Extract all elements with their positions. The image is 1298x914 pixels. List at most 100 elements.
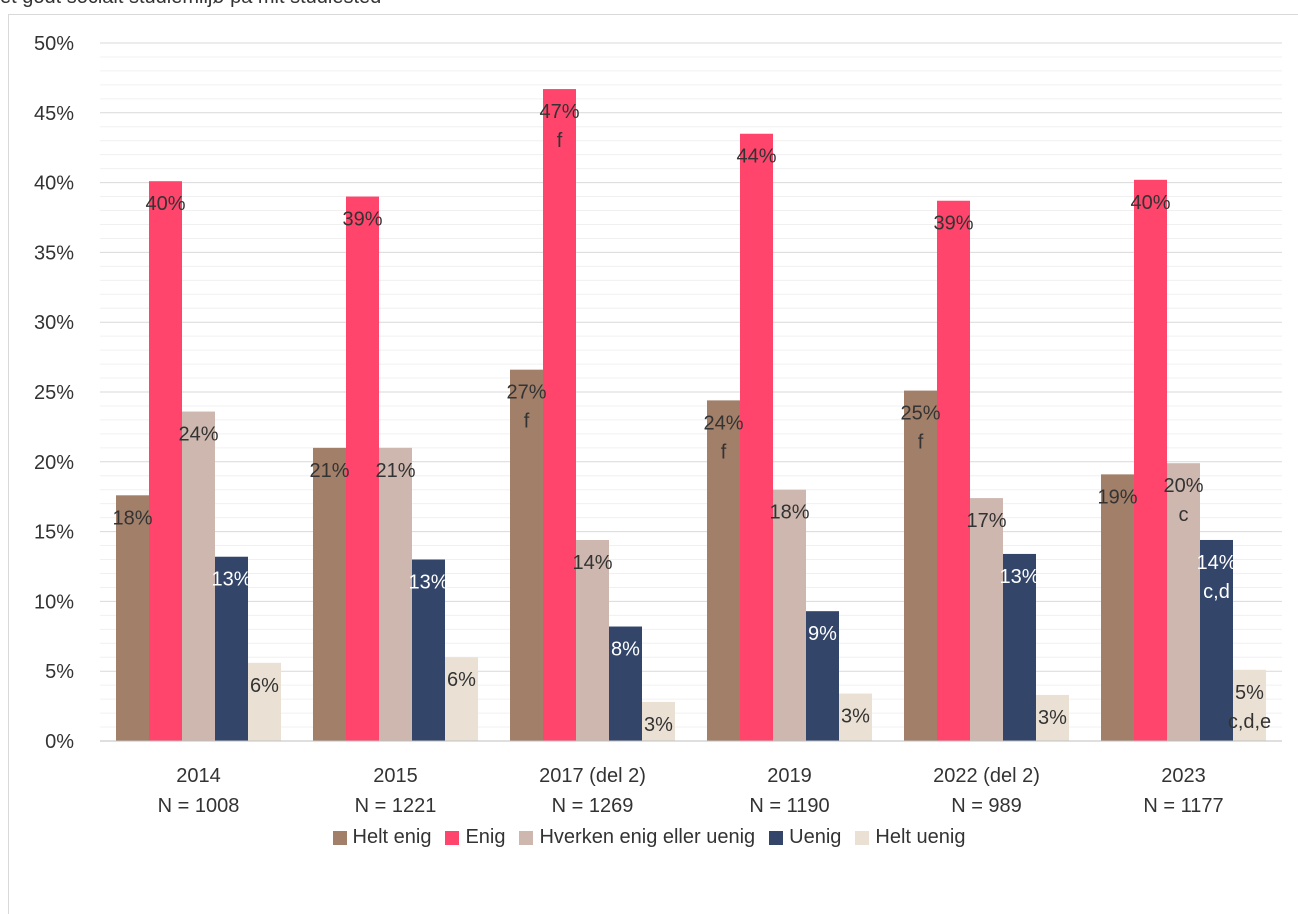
chart-frame bbox=[8, 14, 1298, 914]
bar-helt-enig bbox=[1101, 474, 1134, 741]
bar-hverken-enig-eller-uenig bbox=[1167, 463, 1200, 741]
bar-hverken-enig-eller-uenig bbox=[773, 489, 806, 741]
y-tick-label: 10% bbox=[34, 591, 74, 613]
bar-enig bbox=[937, 200, 970, 742]
x-tick-sample-size: N = 1177 bbox=[1143, 795, 1223, 817]
x-tick-label: 2015 bbox=[373, 765, 418, 787]
y-tick-label: 35% bbox=[34, 242, 74, 264]
legend-item: Helt uenig bbox=[855, 826, 965, 849]
legend-label: Helt enig bbox=[352, 826, 432, 848]
bar-uenig bbox=[215, 556, 248, 741]
bar-uenig bbox=[1003, 553, 1036, 741]
legend-swatch bbox=[855, 830, 870, 845]
data-label: 19% bbox=[1097, 486, 1137, 508]
bar-enig bbox=[149, 181, 182, 742]
data-label: 14% bbox=[572, 552, 612, 574]
legend-swatch bbox=[332, 830, 347, 845]
bar-enig bbox=[1134, 179, 1167, 742]
significance-note: c bbox=[1179, 504, 1189, 526]
y-tick-label: 20% bbox=[34, 452, 74, 474]
data-label: 47% bbox=[539, 101, 579, 123]
bar-uenig bbox=[412, 559, 445, 741]
x-tick-label: 2019 bbox=[767, 765, 812, 787]
gridlines bbox=[100, 42, 1282, 728]
x-tick-sample-size: N = 989 bbox=[951, 795, 1022, 817]
data-label: 5% bbox=[1235, 682, 1264, 704]
bar-helt-uenig bbox=[642, 701, 675, 741]
data-label: 6% bbox=[250, 675, 279, 697]
data-label: 8% bbox=[611, 639, 640, 661]
y-tick-label: 15% bbox=[34, 522, 74, 544]
bar-enig bbox=[740, 133, 773, 742]
x-tick-sample-size: N = 1190 bbox=[749, 795, 829, 817]
bar-helt-uenig bbox=[248, 662, 281, 741]
y-tick-label: 45% bbox=[34, 103, 74, 125]
data-label: 21% bbox=[309, 460, 349, 482]
legend-label: Hverken enig eller uenig bbox=[539, 826, 756, 848]
significance-note: f bbox=[557, 130, 563, 152]
data-label: 20% bbox=[1163, 475, 1203, 497]
bar-hverken-enig-eller-uenig bbox=[379, 447, 412, 741]
bar-helt-uenig bbox=[1233, 669, 1266, 741]
y-tick-label: 0% bbox=[45, 731, 74, 753]
data-label: 6% bbox=[447, 669, 476, 691]
significance-note: c,d bbox=[1203, 581, 1230, 603]
bar-uenig bbox=[806, 611, 839, 741]
x-tick-label: 2022 (del 2) bbox=[933, 765, 1040, 787]
legend-item: Enig bbox=[445, 826, 505, 849]
x-tick-label: 2023 bbox=[1161, 765, 1206, 787]
bar-uenig bbox=[609, 626, 642, 741]
legend-label: Uenig bbox=[789, 826, 842, 848]
significance-note: c,d,e bbox=[1228, 711, 1271, 733]
data-label: 13% bbox=[408, 572, 448, 594]
y-axis: 0% 5% 10% 15% 20% 25% 30% 35% 40% 45% 50% bbox=[34, 33, 74, 753]
x-tick-label: 2014 bbox=[176, 765, 221, 787]
data-label: 14% bbox=[1196, 552, 1236, 574]
y-tick-label: 5% bbox=[45, 661, 74, 683]
bar-enig bbox=[346, 196, 379, 741]
bar-helt-uenig bbox=[1036, 694, 1069, 741]
legend-item: Uenig bbox=[769, 826, 841, 849]
x-axis: 2014 N = 1008 2015 N = 1221 2017 (del 2) N = … bbox=[100, 740, 1282, 817]
y-tick-label: 40% bbox=[34, 173, 74, 195]
bar-hverken-enig-eller-uenig bbox=[970, 498, 1003, 741]
x-tick-sample-size: N = 1269 bbox=[552, 795, 634, 817]
data-label: 3% bbox=[841, 706, 870, 728]
bar-helt-enig bbox=[707, 400, 740, 741]
y-tick-label: 25% bbox=[34, 382, 74, 404]
bar-helt-enig bbox=[904, 390, 937, 741]
data-label: 17% bbox=[966, 510, 1006, 532]
bar-helt-enig bbox=[116, 495, 149, 741]
data-label: 13% bbox=[999, 566, 1039, 588]
bar-helt-enig bbox=[510, 369, 543, 741]
significance-note: f bbox=[721, 441, 727, 463]
data-label: 24% bbox=[703, 412, 743, 434]
data-label: 3% bbox=[1038, 707, 1067, 729]
data-label: 27% bbox=[506, 382, 546, 404]
bar-uenig bbox=[1200, 539, 1233, 741]
data-label: 9% bbox=[808, 623, 837, 645]
bar-helt-uenig bbox=[445, 657, 478, 741]
data-label: 44% bbox=[736, 146, 776, 168]
legend-swatch bbox=[769, 830, 784, 845]
bars bbox=[116, 89, 1266, 742]
data-label: 21% bbox=[375, 460, 415, 482]
data-labels: 18% 40% 24% 13% 6% 21% 39% 21% 13% 6% 27% f 47% f 14% 8… bbox=[112, 101, 1271, 736]
y-tick-label: 30% bbox=[34, 312, 74, 334]
significance-note: f bbox=[524, 411, 530, 433]
bar-enig bbox=[543, 89, 576, 742]
bar-helt-enig bbox=[313, 447, 346, 741]
legend-swatch bbox=[445, 830, 460, 845]
x-tick-label: 2017 (del 2) bbox=[539, 765, 646, 787]
data-label: 39% bbox=[342, 209, 382, 231]
bar-hverken-enig-eller-uenig bbox=[182, 411, 215, 741]
x-tick-sample-size: N = 1221 bbox=[355, 795, 437, 817]
legend-item: Hverken enig eller uenig bbox=[519, 826, 755, 849]
data-label: 39% bbox=[933, 213, 973, 235]
legend-label: Enig bbox=[465, 826, 506, 848]
bar-hverken-enig-eller-uenig bbox=[576, 539, 609, 741]
data-label: 40% bbox=[1130, 192, 1170, 214]
legend-swatch bbox=[519, 830, 534, 845]
significance-note: f bbox=[918, 432, 924, 454]
data-label: 3% bbox=[644, 714, 673, 736]
